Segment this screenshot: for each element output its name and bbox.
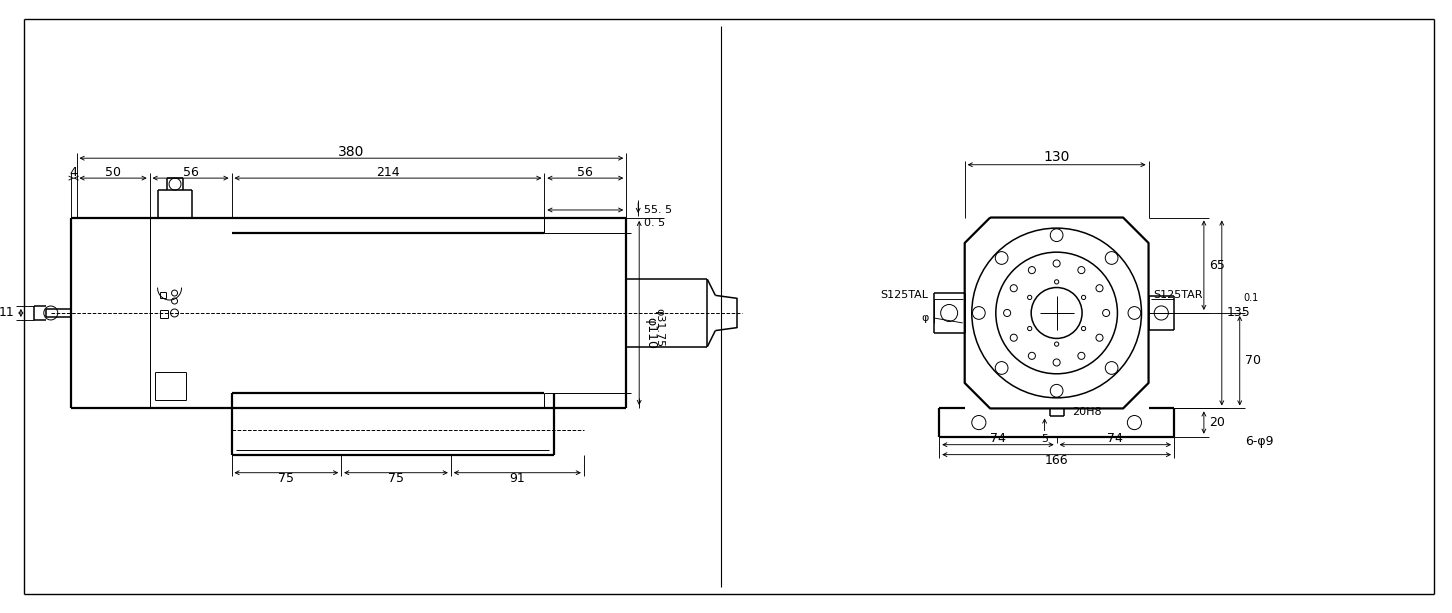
Text: 166: 166 bbox=[1045, 454, 1069, 467]
Text: 5: 5 bbox=[1041, 435, 1048, 444]
Text: 56: 56 bbox=[578, 166, 594, 178]
Text: 0. 5: 0. 5 bbox=[645, 218, 665, 228]
Text: 74: 74 bbox=[1108, 432, 1124, 445]
Text: 74: 74 bbox=[990, 432, 1006, 445]
Text: 75: 75 bbox=[279, 472, 295, 485]
Text: 214: 214 bbox=[376, 166, 399, 178]
Text: 135: 135 bbox=[1227, 306, 1250, 319]
Text: φ: φ bbox=[921, 313, 929, 323]
Text: 6-φ9: 6-φ9 bbox=[1244, 435, 1273, 448]
Text: 20H8: 20H8 bbox=[1072, 407, 1101, 417]
Text: 55. 5: 55. 5 bbox=[645, 205, 672, 215]
Text: φ110: φ110 bbox=[645, 317, 658, 349]
Text: 70: 70 bbox=[1244, 354, 1260, 367]
Text: 91: 91 bbox=[510, 472, 526, 485]
Text: 11: 11 bbox=[0, 306, 15, 319]
Text: 75: 75 bbox=[388, 472, 404, 485]
Text: S125TAL: S125TAL bbox=[880, 290, 929, 300]
Text: 50: 50 bbox=[105, 166, 121, 178]
Text: 380: 380 bbox=[338, 145, 364, 159]
Text: 4: 4 bbox=[70, 166, 77, 178]
Text: 65: 65 bbox=[1210, 259, 1224, 272]
Text: 20: 20 bbox=[1210, 416, 1224, 429]
Text: φ31.75: φ31.75 bbox=[655, 308, 664, 348]
Text: S125TAR: S125TAR bbox=[1153, 290, 1204, 300]
Text: 130: 130 bbox=[1044, 150, 1070, 164]
Text: 0.1: 0.1 bbox=[1244, 293, 1259, 303]
Text: 56: 56 bbox=[183, 166, 199, 178]
